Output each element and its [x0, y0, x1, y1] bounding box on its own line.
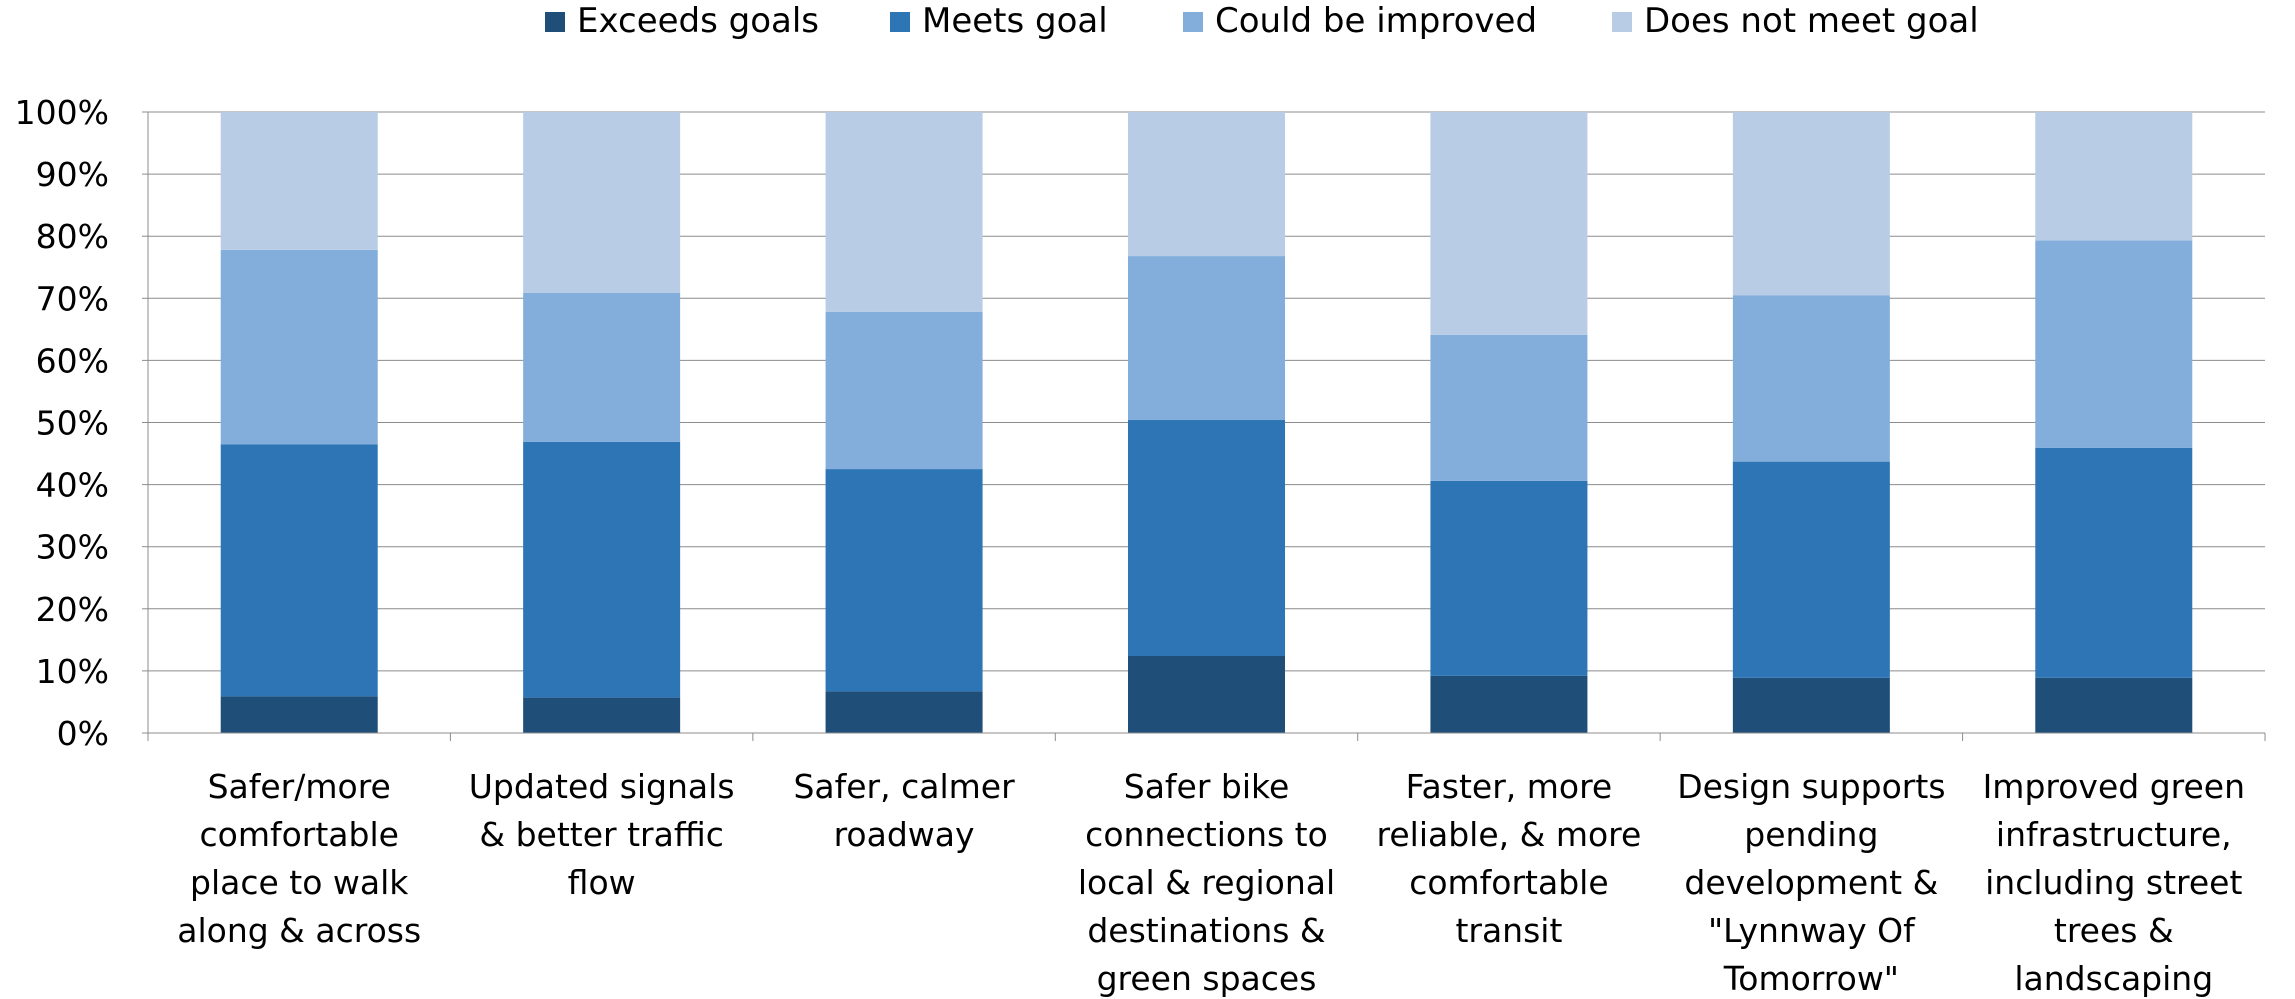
x-category-label-line: flow [568, 863, 636, 902]
x-category-label-line: Improved green [1983, 767, 2245, 806]
x-category-label-line: including street [1985, 863, 2242, 902]
legend-label-does-not-meet-goal: Does not meet goal [1644, 1, 1979, 41]
y-tick-label: 20% [36, 590, 109, 629]
legend-label-exceeds-goals: Exceeds goals [577, 1, 820, 41]
bar-segment-could-be-improved [523, 292, 681, 442]
x-category-label-line: Design supports [1677, 767, 1945, 806]
x-category-label-line: green spaces [1097, 959, 1317, 998]
x-category-label-line: destinations & [1087, 911, 1325, 950]
bar-segment-meets-goal [1128, 420, 1285, 656]
x-category-label-line: local & regional [1078, 863, 1335, 902]
x-category-label-line: roadway [834, 815, 975, 854]
x-category-label-line: "Lynnway Of [1708, 911, 1916, 950]
bar-segment-could-be-improved [1430, 334, 1588, 481]
bar-layer [220, 112, 2193, 733]
bar-segment-meets-goal [1430, 480, 1588, 676]
bar-segment-could-be-improved [825, 311, 983, 470]
bar-segment-could-be-improved [2035, 240, 2193, 448]
y-tick-label: 50% [36, 404, 109, 443]
bar-segment-meets-goal [1732, 461, 1890, 678]
bar-segment-exceeds-goals [1732, 677, 1890, 733]
bar-segment-exceeds-goals [1430, 675, 1588, 733]
bar-segment-meets-goal [2035, 447, 2193, 678]
y-tick-label: 40% [36, 466, 109, 505]
bar-segment-could-be-improved [220, 249, 378, 445]
x-category-label-line: infrastructure, [1996, 815, 2232, 854]
bar-segment-exceeds-goals [1128, 655, 1285, 733]
x-category-label-line: Safer bike [1124, 767, 1290, 806]
x-category-label-line: place to walk [190, 863, 409, 902]
x-category-label-line: Safer/more [208, 767, 391, 806]
y-tick-label: 60% [36, 341, 109, 380]
bar-segment-does-not-meet-goal [825, 112, 983, 312]
legend-swatch-meets-goal [890, 12, 910, 32]
x-category-label-line: Tomorrow" [1723, 959, 1899, 998]
legend-label-meets-goal: Meets goal [922, 1, 1108, 41]
x-category-label-line: comfortable [199, 815, 398, 854]
bar-segment-exceeds-goals [523, 697, 681, 733]
x-category-label-line: comfortable [1409, 863, 1608, 902]
x-category-label-line: Faster, more [1406, 767, 1613, 806]
legend-swatch-could-be-improved [1183, 12, 1203, 32]
y-tick-label: 90% [36, 155, 109, 194]
y-tick-label: 80% [36, 217, 109, 256]
x-category-label-line: connections to [1085, 815, 1328, 854]
x-category-label-line: along & across [177, 911, 421, 950]
x-category-label-line: transit [1455, 911, 1562, 950]
legend-swatch-does-not-meet-goal [1612, 12, 1632, 32]
x-category-label-line: reliable, & more [1377, 815, 1642, 854]
label-layer: Safer/more comfortable place to walk along … [177, 767, 2245, 998]
bar-segment-does-not-meet-goal [1128, 112, 1285, 257]
bar-segment-does-not-meet-goal [1430, 112, 1588, 335]
x-category-label-line: development & [1684, 863, 1938, 902]
y-tick-label: 100% [15, 93, 109, 132]
x-category-label-line: Updated signals [469, 767, 735, 806]
bar-segment-meets-goal [220, 444, 378, 697]
y-tick-label: 10% [36, 652, 109, 691]
bar-segment-could-be-improved [1128, 256, 1285, 421]
x-category-label-line: & better traffic [479, 815, 724, 854]
x-category-label-line: landscaping [2014, 959, 2213, 998]
legend-label-could-be-improved: Could be improved [1215, 1, 1538, 41]
y-tick-label: 70% [36, 279, 109, 318]
bar-segment-meets-goal [825, 469, 983, 692]
y-tick-label: 0% [57, 714, 109, 753]
bar-segment-meets-goal [523, 441, 681, 698]
bar-segment-does-not-meet-goal [2035, 112, 2193, 241]
x-category-label-line: Safer, calmer [793, 767, 1015, 806]
axis-layer: 0% 10% 20% 30% 40% 50% 60% 70% 80% 90% 100% [15, 93, 2266, 753]
bar-segment-exceeds-goals [220, 696, 378, 733]
x-category-label-line: pending [1744, 815, 1878, 854]
bar-segment-does-not-meet-goal [523, 112, 681, 293]
legend-swatch-exceeds-goals [545, 12, 565, 32]
bar-segment-does-not-meet-goal [220, 112, 378, 250]
x-category-label-line: trees & [2054, 911, 2174, 950]
bar-segment-could-be-improved [1732, 295, 1890, 462]
bar-segment-exceeds-goals [2035, 677, 2193, 733]
bar-segment-exceeds-goals [825, 691, 983, 733]
legend: Exceeds goals Meets goal Could be improv… [0, 0, 2295, 50]
bar-segment-does-not-meet-goal [1732, 112, 1890, 296]
y-tick-label: 30% [36, 528, 109, 567]
